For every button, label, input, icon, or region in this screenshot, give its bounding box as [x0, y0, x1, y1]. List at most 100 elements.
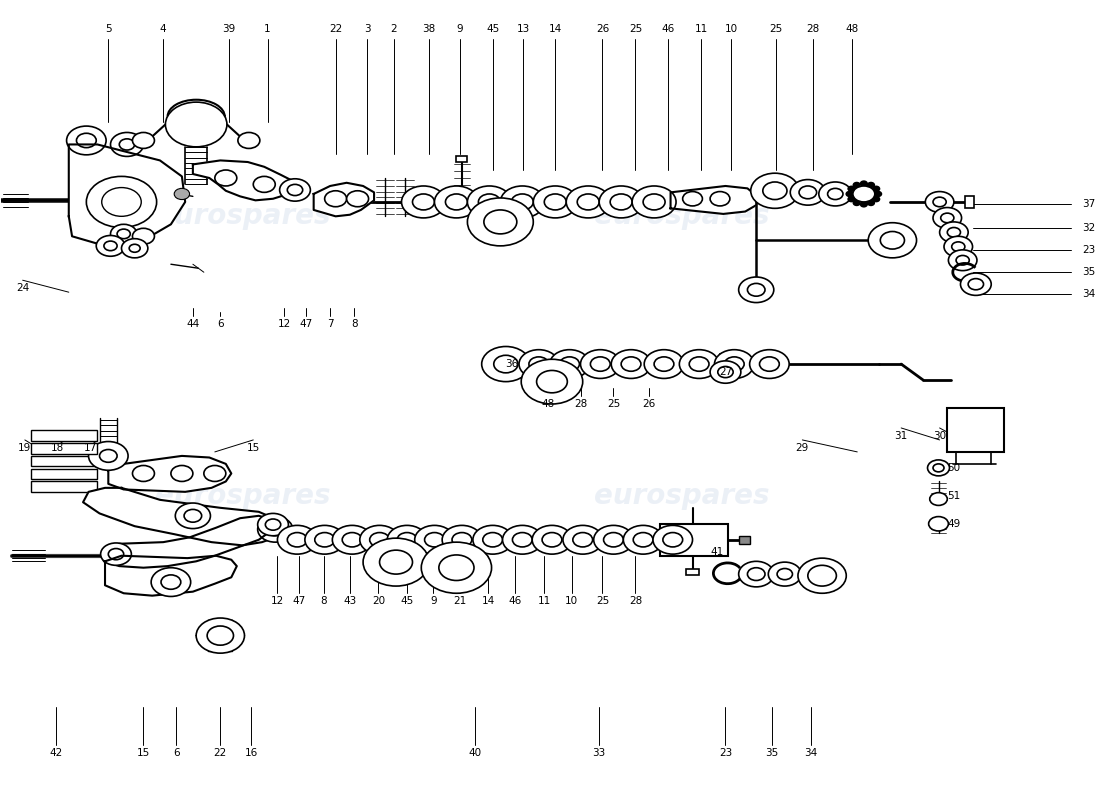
- Circle shape: [87, 176, 156, 227]
- Circle shape: [873, 186, 880, 191]
- Circle shape: [749, 350, 789, 378]
- Text: 29: 29: [795, 443, 808, 453]
- Circle shape: [818, 182, 851, 206]
- Circle shape: [939, 222, 968, 242]
- Circle shape: [397, 533, 417, 547]
- Circle shape: [132, 466, 154, 482]
- Text: 46: 46: [508, 596, 521, 606]
- Circle shape: [257, 517, 293, 542]
- Text: 11: 11: [538, 596, 551, 606]
- Circle shape: [739, 562, 773, 587]
- Circle shape: [827, 188, 843, 199]
- Circle shape: [519, 350, 559, 378]
- Text: 25: 25: [629, 24, 642, 34]
- Text: 11: 11: [695, 24, 708, 34]
- Circle shape: [174, 188, 189, 199]
- Circle shape: [718, 366, 734, 378]
- Text: eurospares: eurospares: [594, 482, 769, 510]
- Circle shape: [101, 187, 141, 216]
- Circle shape: [483, 533, 503, 547]
- Circle shape: [690, 357, 710, 371]
- Circle shape: [175, 503, 210, 529]
- Circle shape: [342, 533, 362, 547]
- Bar: [739, 536, 749, 544]
- Text: 34: 34: [804, 748, 817, 758]
- Circle shape: [346, 190, 368, 206]
- Polygon shape: [104, 556, 236, 596]
- Circle shape: [933, 197, 946, 206]
- Circle shape: [170, 466, 192, 482]
- Text: 17: 17: [84, 443, 98, 453]
- Bar: [32, 482, 97, 492]
- Text: 14: 14: [482, 596, 495, 606]
- Text: 33: 33: [593, 748, 606, 758]
- Circle shape: [925, 191, 954, 212]
- Circle shape: [439, 555, 474, 581]
- Circle shape: [566, 186, 610, 218]
- Circle shape: [119, 139, 134, 150]
- Text: 35: 35: [764, 748, 778, 758]
- Circle shape: [253, 176, 275, 192]
- Circle shape: [550, 350, 590, 378]
- Circle shape: [494, 355, 518, 373]
- Circle shape: [110, 133, 143, 157]
- Bar: [32, 456, 97, 466]
- Text: 19: 19: [19, 443, 32, 453]
- Circle shape: [747, 568, 764, 581]
- Circle shape: [944, 236, 972, 257]
- Circle shape: [324, 190, 346, 206]
- Text: 15: 15: [136, 748, 150, 758]
- Bar: [32, 430, 97, 441]
- Circle shape: [933, 464, 944, 472]
- Circle shape: [88, 442, 128, 470]
- Text: 45: 45: [486, 24, 499, 34]
- Text: 23: 23: [1082, 245, 1096, 255]
- Circle shape: [446, 194, 468, 210]
- Circle shape: [663, 533, 683, 547]
- Text: 7: 7: [327, 319, 333, 329]
- Circle shape: [468, 186, 512, 218]
- Circle shape: [100, 543, 131, 566]
- Bar: [32, 443, 97, 454]
- Circle shape: [468, 198, 534, 246]
- Circle shape: [621, 357, 641, 371]
- Circle shape: [482, 346, 530, 382]
- Text: 20: 20: [372, 596, 385, 606]
- Text: 28: 28: [629, 596, 642, 606]
- Circle shape: [868, 222, 916, 258]
- Circle shape: [956, 255, 969, 265]
- Circle shape: [402, 186, 446, 218]
- Text: 44: 44: [186, 319, 199, 329]
- Text: 25: 25: [607, 399, 620, 409]
- Circle shape: [777, 569, 792, 580]
- Circle shape: [711, 361, 740, 383]
- Circle shape: [103, 241, 117, 250]
- Circle shape: [624, 526, 663, 554]
- Text: 25: 25: [596, 596, 609, 606]
- Text: 51: 51: [947, 491, 960, 501]
- Text: 47: 47: [293, 596, 306, 606]
- Circle shape: [277, 526, 317, 554]
- Text: 26: 26: [596, 24, 609, 34]
- Circle shape: [207, 626, 233, 645]
- Polygon shape: [108, 456, 231, 492]
- Circle shape: [762, 182, 786, 199]
- Circle shape: [750, 173, 799, 208]
- Text: eurospares: eurospares: [154, 202, 330, 230]
- Circle shape: [680, 350, 719, 378]
- Text: 5: 5: [104, 24, 111, 34]
- Circle shape: [266, 523, 284, 536]
- Bar: [686, 570, 700, 575]
- Circle shape: [560, 357, 580, 371]
- Text: 43: 43: [343, 596, 356, 606]
- Circle shape: [880, 231, 904, 249]
- Circle shape: [452, 533, 472, 547]
- Text: 22: 22: [213, 748, 227, 758]
- Circle shape: [387, 526, 427, 554]
- Circle shape: [581, 350, 620, 378]
- Text: 9: 9: [456, 24, 463, 34]
- Circle shape: [442, 526, 482, 554]
- Text: 12: 12: [277, 319, 290, 329]
- Circle shape: [632, 186, 676, 218]
- Circle shape: [513, 533, 532, 547]
